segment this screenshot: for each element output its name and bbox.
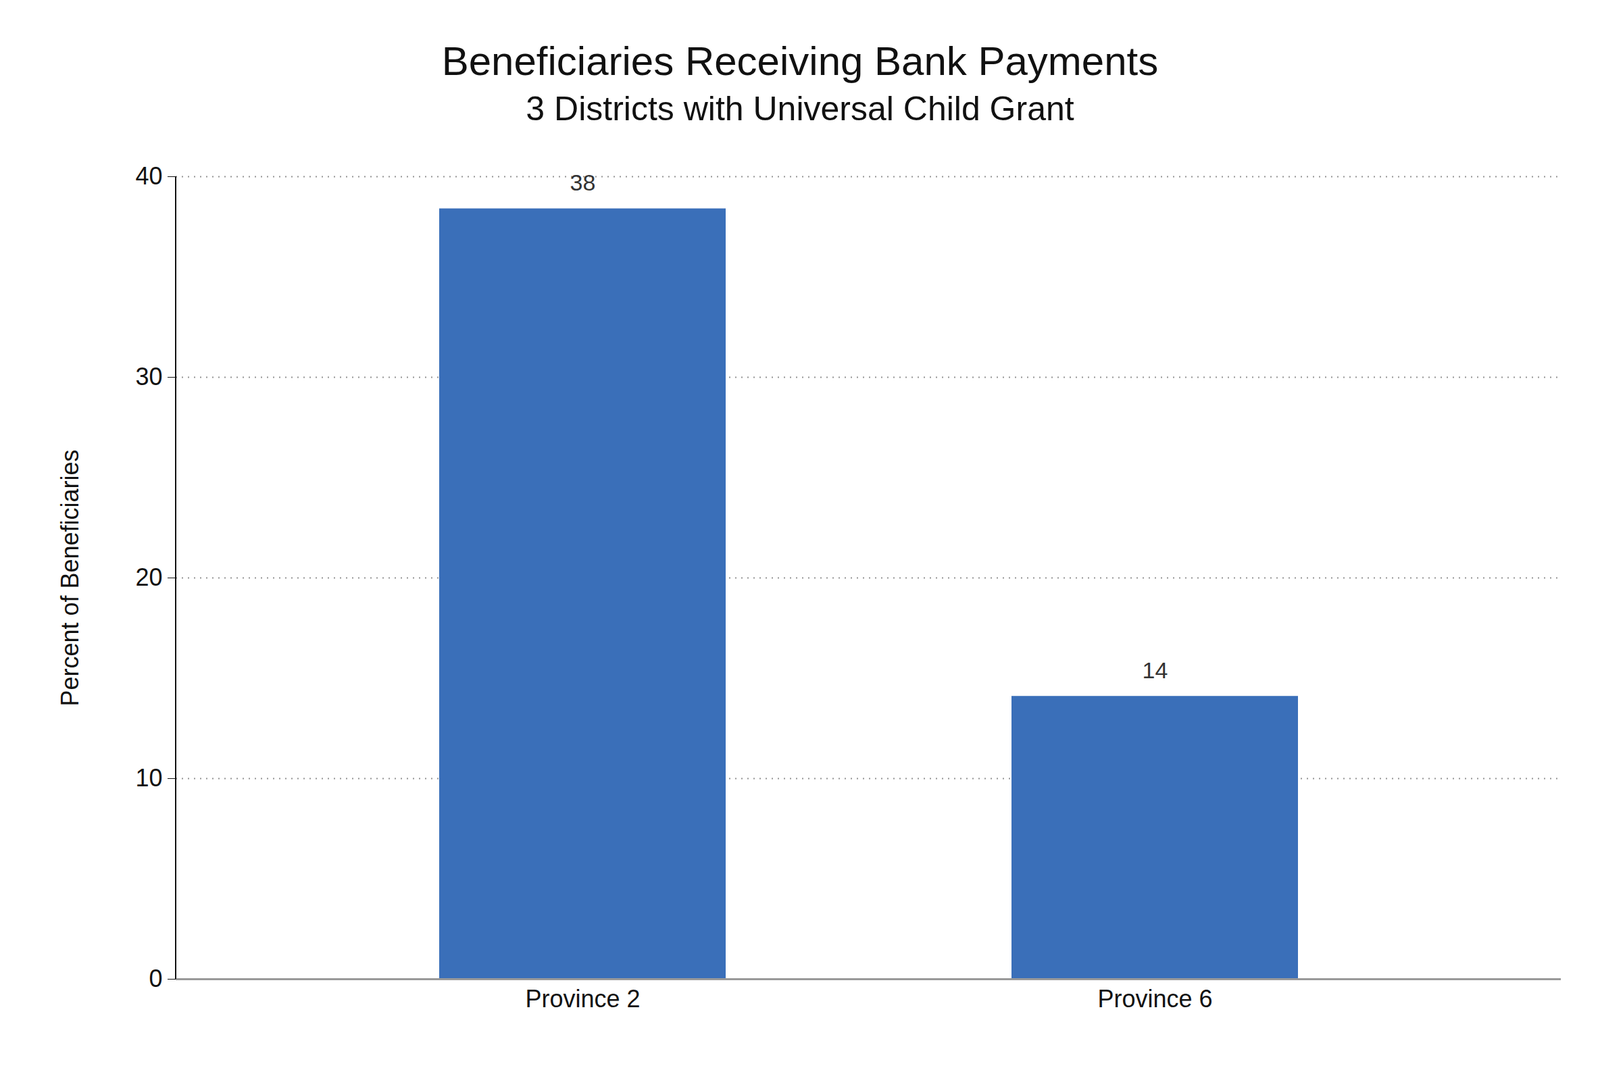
svg-text:20: 20 (135, 563, 163, 592)
svg-text:40: 40 (135, 162, 163, 190)
svg-text:14: 14 (1142, 657, 1169, 684)
html-text:3 Districts with Universal Chi: 3 Districts with Universal Child Grant (525, 89, 1075, 128)
svg-text:Province 6: Province 6 (1097, 985, 1213, 1013)
svg-text:Province 2: Province 2 (525, 985, 640, 1013)
svg-text:38: 38 (570, 169, 596, 196)
svg-text:30: 30 (135, 362, 163, 391)
svg-text:Percent of Beneficiaries: Percent of Beneficiaries (56, 449, 84, 707)
svg-text:0: 0 (148, 964, 163, 993)
html-text:Beneficiaries Receiving Bank P: Beneficiaries Receiving Bank Payments (441, 38, 1159, 84)
svg-text:10: 10 (135, 764, 163, 792)
